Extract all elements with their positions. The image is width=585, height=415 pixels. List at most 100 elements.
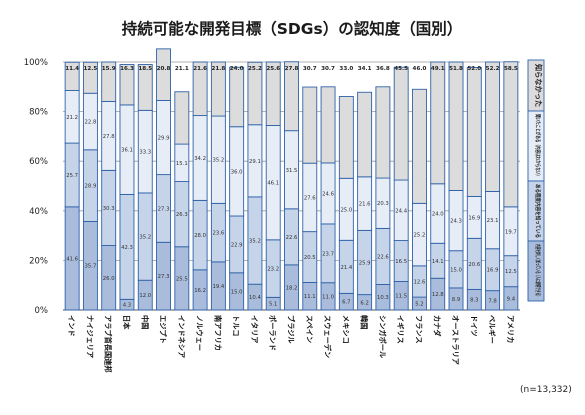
legend-label: 内容を詳しく知っている（人に説明できる）	[534, 244, 542, 298]
category-label: カナダ	[433, 315, 442, 337]
segment-value-label: 25.5	[176, 276, 188, 282]
top-value-label: 36.8	[376, 66, 390, 72]
segment-value-label: 22.8	[85, 120, 97, 126]
segment-value-label: 31.5	[286, 168, 298, 174]
bar-segment	[393, 66, 409, 181]
top-value-label: 21.1	[175, 66, 189, 72]
category-label: ブラジル	[287, 315, 296, 344]
segment-value-label: 11.1	[304, 294, 316, 300]
category-label: ベルギー	[488, 315, 497, 344]
segment-value-label: 23.2	[267, 267, 279, 273]
top-value-label: 12.5	[84, 66, 98, 72]
category-label: ナイジェリア	[85, 315, 94, 358]
segment-value-label: 21.2	[66, 115, 78, 121]
category-label: インドネシア	[177, 315, 186, 358]
segment-value-label: 22.6	[377, 254, 389, 260]
top-value-label: 21.8	[211, 66, 225, 72]
top-value-label: 30.7	[321, 66, 335, 72]
segment-value-label: 15.1	[176, 161, 188, 167]
segment-value-label: 42.3	[121, 245, 133, 251]
segment-value-label: 20.5	[304, 255, 316, 261]
segment-value-label: 35.2	[212, 158, 224, 164]
segment-value-label: 7.8	[488, 298, 497, 304]
y-tick-label: 60%	[29, 157, 48, 167]
top-value-label: 34.1	[358, 66, 372, 72]
segment-value-label: 26.3	[176, 212, 188, 218]
data-labels: 41.6 25.7 21.2 11.4 35.7 28.9 22.8 12.5 26.0 30.3…	[65, 66, 518, 309]
top-value-label: 24.0	[230, 66, 244, 72]
category-label: 南アフリカ	[213, 315, 222, 351]
segment-value-label: 28.0	[194, 233, 206, 239]
bar-segment	[82, 61, 98, 94]
segment-value-label: 23.7	[322, 251, 334, 257]
top-value-label: 25.2	[248, 66, 262, 72]
segment-value-label: 27.6	[304, 195, 316, 201]
top-value-label: 45.5	[394, 66, 408, 72]
segment-value-label: 22.6	[286, 235, 298, 241]
bar-segment	[412, 88, 427, 204]
bar-segment	[64, 61, 80, 91]
bar-segment	[338, 96, 354, 179]
segment-value-label: 35.2	[139, 235, 151, 241]
category-label: スペイン	[305, 315, 314, 343]
category-label: フランス	[414, 315, 423, 344]
category-label: ノルウェー	[195, 315, 204, 351]
y-tick-label: 100%	[24, 58, 48, 68]
segment-value-label: 20.3	[377, 201, 389, 207]
bar-segment	[192, 61, 208, 117]
segment-value-label: 28.9	[85, 184, 97, 190]
segment-value-label: 10.4	[249, 295, 261, 301]
top-value-label: 33.0	[339, 66, 353, 72]
top-value-label: 18.5	[138, 66, 152, 72]
top-value-label: 21.6	[193, 66, 207, 72]
segment-value-label: 21.4	[340, 265, 352, 271]
segment-value-label: 33.3	[139, 150, 151, 156]
segment-value-label: 29.9	[158, 136, 170, 142]
bar-segment	[137, 64, 153, 111]
bar-segment	[174, 91, 190, 145]
segment-value-label: 6.2	[360, 300, 368, 306]
category-label: イギリス	[396, 315, 405, 344]
top-value-label: 15.9	[102, 66, 116, 72]
segment-value-label: 11.0	[322, 294, 334, 300]
segment-value-label: 21.6	[359, 202, 371, 208]
bar-segment	[466, 67, 482, 197]
bar-segment	[101, 61, 117, 102]
top-value-label: 46.0	[413, 66, 427, 72]
legend-label: 聞いたことがある（内容はわからない）	[534, 114, 542, 178]
top-value-label: 27.8	[285, 66, 299, 72]
segment-value-label: 27.3	[158, 274, 170, 280]
segment-value-label: 23.1	[487, 218, 499, 224]
top-value-label: 52.2	[486, 66, 500, 72]
segment-value-label: 22.9	[231, 242, 243, 248]
segment-value-label: 16.2	[194, 288, 206, 294]
category-label: 日本	[122, 315, 131, 330]
segment-value-label: 12.6	[414, 279, 426, 285]
bar-segment	[357, 91, 373, 178]
bar-segment	[156, 48, 171, 101]
bar-segment	[485, 61, 501, 192]
segment-value-label: 8.3	[470, 298, 478, 304]
segment-value-label: 24.4	[395, 208, 407, 214]
segment-value-label: 18.2	[286, 285, 298, 291]
segment-value-label: 19.7	[505, 229, 517, 235]
bars	[64, 48, 519, 311]
segment-value-label: 5.1	[269, 302, 277, 308]
bar-segment	[229, 66, 245, 128]
category-label: ドイツ	[469, 315, 478, 337]
bar-segment	[119, 64, 135, 106]
segment-value-label: 30.3	[103, 206, 115, 212]
category-label: メキシコ	[341, 315, 350, 344]
segment-value-label: 35.7	[85, 264, 97, 270]
segment-value-label: 25.2	[414, 233, 426, 239]
segment-value-label: 19.4	[212, 284, 224, 290]
top-value-label: 20.8	[157, 66, 171, 72]
segment-value-label: 6.7	[342, 300, 350, 306]
segment-value-label: 25.7	[66, 173, 78, 179]
segment-value-label: 12.0	[139, 293, 151, 299]
category-label: 中国	[140, 315, 149, 329]
segment-value-label: 15.0	[231, 289, 243, 295]
